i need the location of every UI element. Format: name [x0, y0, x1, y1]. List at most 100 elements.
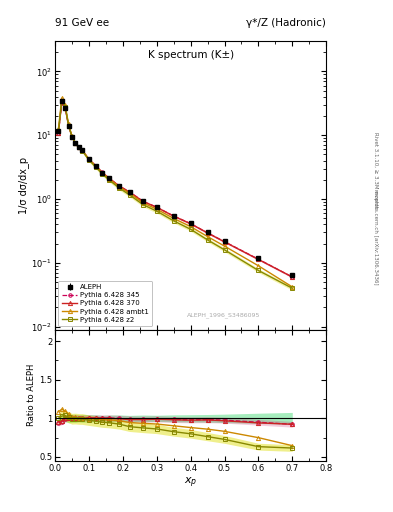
- Pythia 6.428 370: [171, 213, 176, 219]
- Y-axis label: Ratio to ALEPH: Ratio to ALEPH: [28, 364, 36, 426]
- Pythia 6.428 ambt1: [80, 147, 84, 153]
- Pythia 6.428 345: [73, 140, 78, 146]
- Pythia 6.428 370: [256, 257, 261, 263]
- Pythia 6.428 370: [100, 169, 105, 176]
- Pythia 6.428 345: [188, 221, 193, 227]
- Pythia 6.428 345: [80, 147, 84, 154]
- Pythia 6.428 345: [256, 256, 261, 262]
- Pythia 6.428 z2: [59, 97, 64, 103]
- Pythia 6.428 ambt1: [127, 190, 132, 197]
- Pythia 6.428 345: [86, 156, 91, 162]
- Line: Pythia 6.428 z2: Pythia 6.428 z2: [57, 99, 294, 290]
- Pythia 6.428 370: [107, 176, 112, 182]
- Pythia 6.428 370: [205, 230, 210, 236]
- Pythia 6.428 ambt1: [141, 200, 145, 206]
- Pythia 6.428 ambt1: [86, 156, 91, 162]
- Pythia 6.428 370: [76, 144, 81, 150]
- Text: 91 GeV ee: 91 GeV ee: [55, 18, 109, 28]
- Pythia 6.428 370: [94, 163, 98, 169]
- Pythia 6.428 z2: [141, 202, 145, 208]
- Text: K spectrum (K±): K spectrum (K±): [147, 50, 234, 59]
- Pythia 6.428 z2: [63, 103, 68, 110]
- X-axis label: $x_p$: $x_p$: [184, 475, 197, 490]
- Pythia 6.428 345: [70, 134, 74, 140]
- Pythia 6.428 ambt1: [205, 233, 210, 240]
- Pythia 6.428 345: [94, 163, 98, 169]
- Pythia 6.428 z2: [290, 285, 295, 291]
- Pythia 6.428 ambt1: [117, 184, 122, 190]
- Pythia 6.428 ambt1: [56, 126, 61, 132]
- Pythia 6.428 z2: [188, 226, 193, 232]
- Pythia 6.428 345: [154, 204, 159, 210]
- Pythia 6.428 345: [222, 239, 227, 245]
- Pythia 6.428 345: [141, 198, 145, 204]
- Pythia 6.428 z2: [256, 267, 261, 273]
- Pythia 6.428 z2: [222, 247, 227, 253]
- Pythia 6.428 345: [59, 99, 64, 105]
- Pythia 6.428 345: [205, 230, 210, 236]
- Pythia 6.428 z2: [107, 177, 112, 183]
- Pythia 6.428 z2: [80, 147, 84, 154]
- Pythia 6.428 ambt1: [73, 140, 78, 146]
- Pythia 6.428 ambt1: [66, 121, 71, 127]
- Text: mcplots.cern.ch [arXiv:1306.3436]: mcplots.cern.ch [arXiv:1306.3436]: [373, 188, 378, 284]
- Pythia 6.428 370: [141, 199, 145, 205]
- Pythia 6.428 ambt1: [70, 133, 74, 139]
- Pythia 6.428 370: [127, 189, 132, 195]
- Pythia 6.428 345: [127, 189, 132, 195]
- Pythia 6.428 370: [63, 104, 68, 111]
- Line: Pythia 6.428 345: Pythia 6.428 345: [57, 101, 294, 279]
- Pythia 6.428 ambt1: [256, 263, 261, 269]
- Pythia 6.428 370: [117, 183, 122, 189]
- Pythia 6.428 z2: [117, 185, 122, 191]
- Pythia 6.428 370: [188, 221, 193, 227]
- Text: γ*/Z (Hadronic): γ*/Z (Hadronic): [246, 18, 326, 28]
- Pythia 6.428 z2: [94, 164, 98, 170]
- Pythia 6.428 ambt1: [222, 243, 227, 249]
- Pythia 6.428 z2: [100, 171, 105, 177]
- Pythia 6.428 370: [73, 140, 78, 146]
- Pythia 6.428 370: [154, 204, 159, 210]
- Pythia 6.428 ambt1: [63, 102, 68, 109]
- Pythia 6.428 ambt1: [188, 224, 193, 230]
- Pythia 6.428 z2: [56, 129, 61, 135]
- Pythia 6.428 ambt1: [290, 284, 295, 290]
- Pythia 6.428 370: [56, 130, 61, 136]
- Pythia 6.428 z2: [86, 157, 91, 163]
- Line: Pythia 6.428 370: Pythia 6.428 370: [56, 100, 294, 279]
- Pythia 6.428 z2: [205, 237, 210, 243]
- Pythia 6.428 z2: [73, 140, 78, 146]
- Pythia 6.428 370: [59, 99, 64, 105]
- Pythia 6.428 345: [107, 175, 112, 181]
- Line: Pythia 6.428 ambt1: Pythia 6.428 ambt1: [56, 96, 294, 289]
- Pythia 6.428 345: [63, 105, 68, 111]
- Pythia 6.428 z2: [76, 144, 81, 151]
- Pythia 6.428 370: [70, 134, 74, 140]
- Pythia 6.428 z2: [171, 218, 176, 224]
- Text: Rivet 3.1.10, ≥ 3.3M events: Rivet 3.1.10, ≥ 3.3M events: [373, 132, 378, 208]
- Pythia 6.428 370: [66, 123, 71, 129]
- Legend: ALEPH, Pythia 6.428 345, Pythia 6.428 370, Pythia 6.428 ambt1, Pythia 6.428 z2: ALEPH, Pythia 6.428 345, Pythia 6.428 37…: [59, 281, 152, 326]
- Pythia 6.428 345: [66, 123, 71, 129]
- Pythia 6.428 370: [86, 156, 91, 162]
- Pythia 6.428 ambt1: [94, 163, 98, 169]
- Pythia 6.428 345: [290, 274, 295, 280]
- Pythia 6.428 345: [56, 130, 61, 136]
- Pythia 6.428 ambt1: [154, 206, 159, 212]
- Pythia 6.428 345: [76, 144, 81, 150]
- Y-axis label: 1/σ dσ/dx_p: 1/σ dσ/dx_p: [18, 157, 29, 214]
- Text: ALEPH_1996_S3486095: ALEPH_1996_S3486095: [186, 312, 260, 318]
- Pythia 6.428 ambt1: [76, 144, 81, 150]
- Pythia 6.428 370: [222, 239, 227, 245]
- Pythia 6.428 370: [80, 147, 84, 154]
- Pythia 6.428 345: [171, 213, 176, 219]
- Pythia 6.428 370: [290, 274, 295, 280]
- Pythia 6.428 ambt1: [107, 176, 112, 182]
- Pythia 6.428 z2: [127, 192, 132, 198]
- Pythia 6.428 345: [100, 169, 105, 176]
- Pythia 6.428 ambt1: [59, 95, 64, 101]
- Pythia 6.428 z2: [154, 208, 159, 214]
- Pythia 6.428 345: [117, 183, 122, 189]
- Pythia 6.428 ambt1: [171, 216, 176, 222]
- Pythia 6.428 z2: [70, 134, 74, 140]
